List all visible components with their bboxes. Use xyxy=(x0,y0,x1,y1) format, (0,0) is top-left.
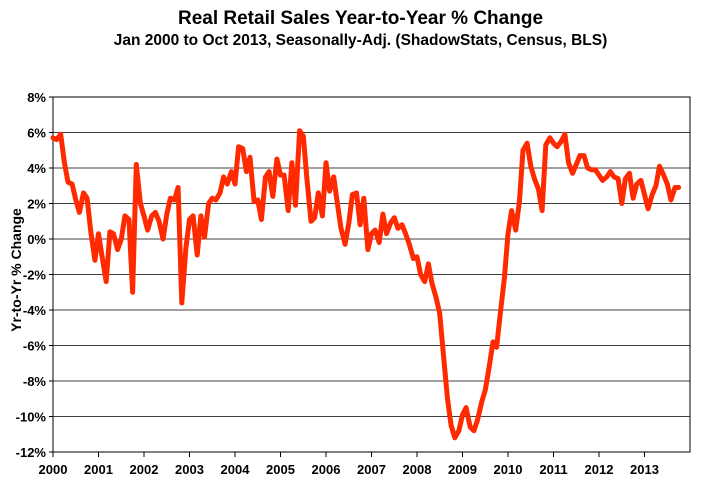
y-tick-label: 8% xyxy=(27,90,46,105)
x-tick-label: 2003 xyxy=(175,462,204,477)
x-tick-label: 2005 xyxy=(266,462,295,477)
y-tick-label: -8% xyxy=(23,374,47,389)
x-tick-label: 2004 xyxy=(221,462,251,477)
x-tick-label: 2001 xyxy=(84,462,113,477)
x-tick-label: 2007 xyxy=(357,462,386,477)
y-tick-label: -10% xyxy=(16,410,47,425)
x-axis-ticks: 2000 2001 2002 2003 2004 2005 2006 2007 2008 2009… xyxy=(39,452,659,477)
x-tick-label: 2000 xyxy=(39,462,68,477)
x-tick-label: 2002 xyxy=(130,462,159,477)
x-tick-label: 2009 xyxy=(448,462,477,477)
x-tick-label: 2011 xyxy=(539,462,567,477)
x-tick-label: 2006 xyxy=(312,462,341,477)
y-tick-label: -4% xyxy=(23,303,47,318)
series-line-real-retail-sales xyxy=(50,128,682,441)
x-tick-label: 2008 xyxy=(403,462,432,477)
x-tick-label: 2012 xyxy=(585,462,614,477)
chart-title: Real Retail Sales Year-to-Year % Change xyxy=(177,8,544,29)
x-tick-label: 2010 xyxy=(494,462,523,477)
y-tick-label: 0% xyxy=(27,232,46,247)
gridlines xyxy=(53,132,690,417)
y-tick-label: -12% xyxy=(16,445,47,460)
y-axis-ticks: 8% 6% 4% 2% 0% -2% -4% -6% -8% -10% -12% xyxy=(16,90,53,460)
chart-subtitle: Jan 2000 to Oct 2013, Seasonally-Adj. (S… xyxy=(113,32,608,49)
x-tick-label: 2013 xyxy=(630,462,659,477)
y-tick-label: 4% xyxy=(27,161,46,176)
y-tick-label: 2% xyxy=(27,197,46,212)
y-tick-label: -6% xyxy=(23,339,47,354)
y-tick-label: -2% xyxy=(23,268,47,283)
y-axis-label: Yr-to-Yr % Change xyxy=(8,208,24,332)
y-tick-label: 6% xyxy=(27,126,46,141)
